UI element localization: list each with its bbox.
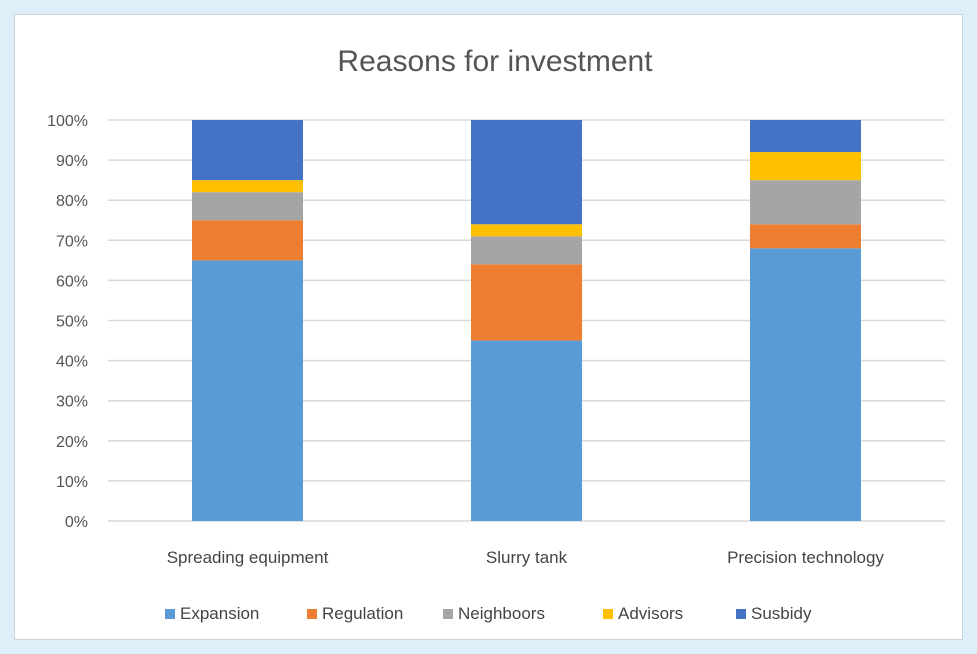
y-tick-label: 100% xyxy=(47,113,88,130)
y-tick-label: 10% xyxy=(56,474,88,491)
bar-segment-neighboors xyxy=(192,192,303,221)
legend-swatch xyxy=(736,609,746,619)
legend-label: Regulation xyxy=(322,604,403,623)
chart-frame: Reasons for investment 0% 10% 20% 30% 40% 50%… xyxy=(14,14,963,640)
bar-segment-advisors xyxy=(192,180,303,193)
legend: Expansion Regulation Neighboors Advisors Sus… xyxy=(165,604,812,623)
legend-item: Advisors xyxy=(603,604,683,623)
legend-swatch xyxy=(307,609,317,619)
legend-swatch xyxy=(603,609,613,619)
chart-title: Reasons for investment xyxy=(337,45,653,78)
stacked-bar-chart: Reasons for investment 0% 10% 20% 30% 40% 50%… xyxy=(47,45,945,623)
legend-label: Expansion xyxy=(180,604,259,623)
bar-segment-advisors xyxy=(750,152,861,181)
y-tick-label: 60% xyxy=(56,273,88,290)
legend-label: Advisors xyxy=(618,604,683,623)
x-axis-categories: Spreading equipment Slurry tank Precision … xyxy=(167,548,885,567)
legend-item: Susbidy xyxy=(736,604,812,623)
y-axis-ticks: 0% 10% 20% 30% 40% 50% 60% 70% 80% 90% 100% xyxy=(47,113,88,531)
legend-label: Neighboors xyxy=(458,604,545,623)
bar-segment-susbidy xyxy=(750,120,861,153)
x-category-label: Precision technology xyxy=(727,548,884,567)
legend-swatch xyxy=(165,609,175,619)
y-tick-label: 0% xyxy=(65,514,88,531)
x-category-label: Slurry tank xyxy=(486,548,568,567)
legend-item: Neighboors xyxy=(443,604,545,623)
y-tick-label: 30% xyxy=(56,394,88,411)
legend-item: Regulation xyxy=(307,604,403,623)
bar-segment-expansion xyxy=(471,340,582,521)
bar-segment-advisors xyxy=(471,224,582,237)
y-tick-label: 80% xyxy=(56,193,88,210)
bar-segment-neighboors xyxy=(471,236,582,265)
x-category-label: Spreading equipment xyxy=(167,548,329,567)
y-tick-label: 90% xyxy=(56,153,88,170)
bar-segment-regulation xyxy=(471,264,582,341)
y-tick-label: 70% xyxy=(56,233,88,250)
bar-segment-susbidy xyxy=(471,120,582,225)
y-tick-label: 40% xyxy=(56,354,88,371)
bar-segment-expansion xyxy=(750,248,861,521)
legend-label: Susbidy xyxy=(751,604,812,623)
bar-segment-susbidy xyxy=(192,120,303,181)
bar-segment-neighboors xyxy=(750,180,861,225)
bars xyxy=(192,120,861,521)
bar-segment-expansion xyxy=(192,260,303,521)
y-tick-label: 50% xyxy=(56,314,88,331)
legend-item: Expansion xyxy=(165,604,259,623)
y-tick-label: 20% xyxy=(56,434,88,451)
bar-segment-regulation xyxy=(192,220,303,261)
legend-swatch xyxy=(443,609,453,619)
bar-segment-regulation xyxy=(750,224,861,249)
